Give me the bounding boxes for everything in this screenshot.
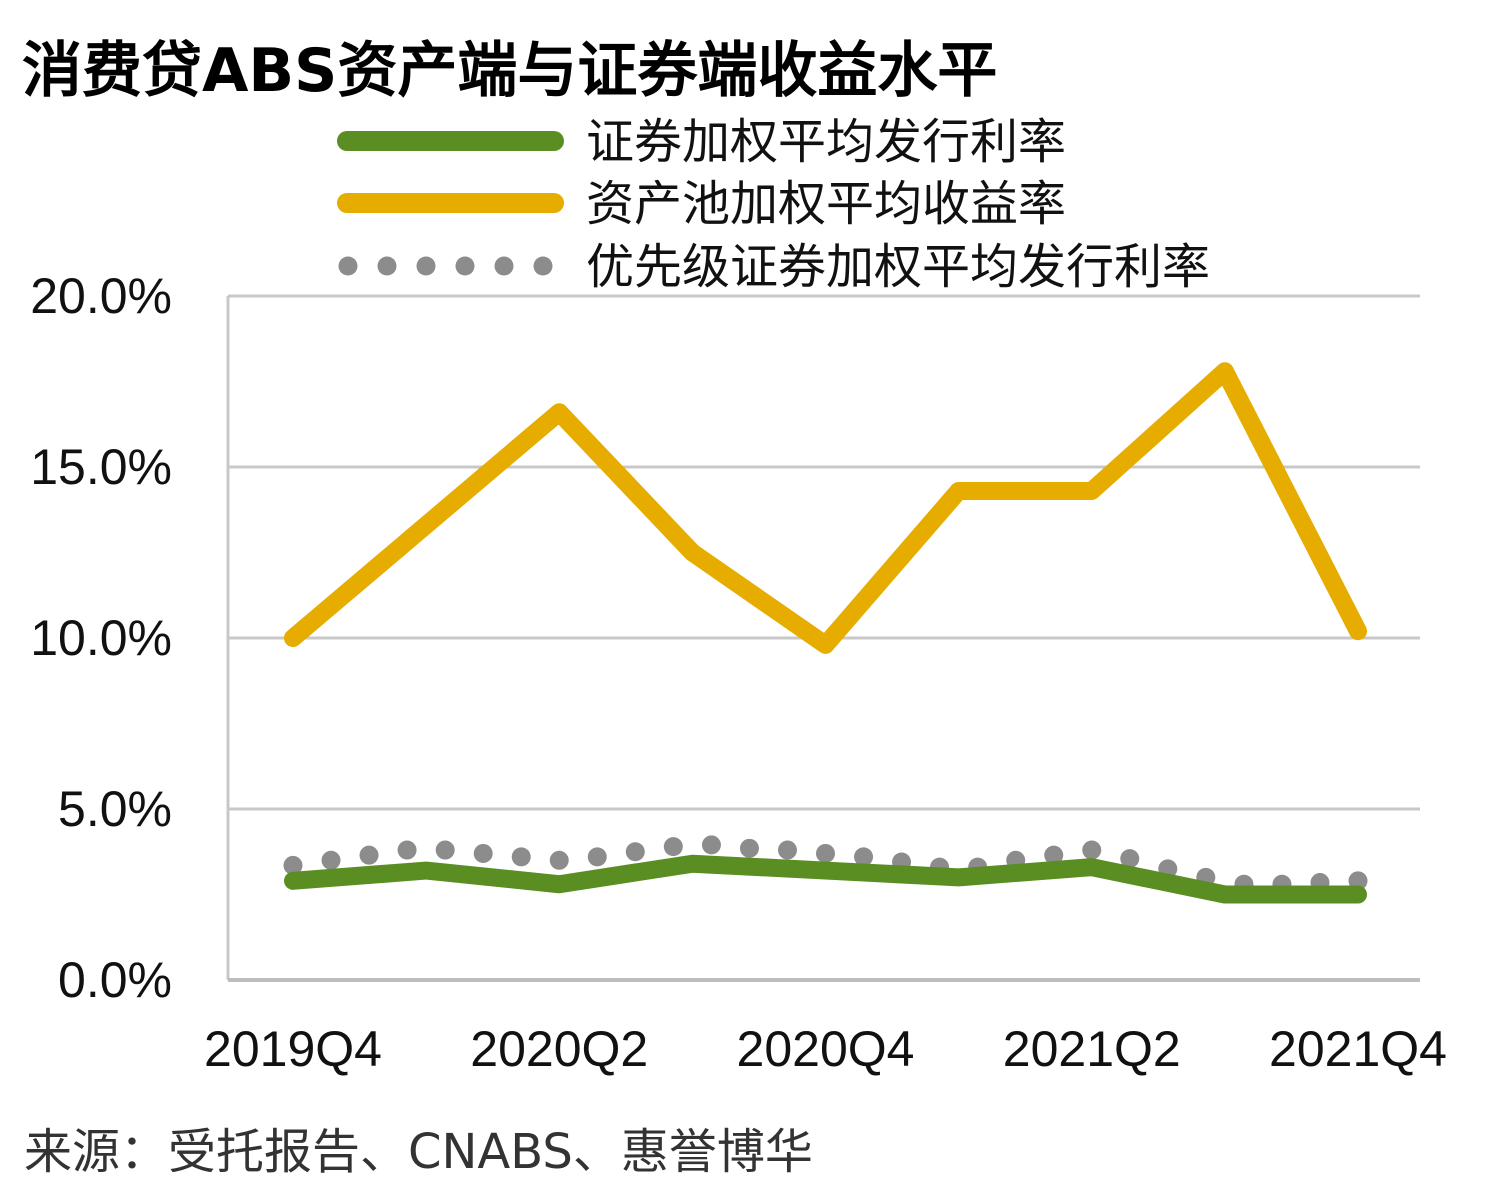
data-point bbox=[283, 855, 303, 875]
chart-title: 消费贷ABS资产端与证券端收益水平 bbox=[22, 36, 998, 106]
x-tick-label: 2019Q4 bbox=[204, 1021, 382, 1077]
y-tick-label: 20.0% bbox=[30, 268, 172, 324]
series-line bbox=[284, 362, 1367, 654]
y-tick-label: 15.0% bbox=[30, 439, 172, 495]
y-tick-label: 10.0% bbox=[30, 610, 172, 666]
data-point bbox=[854, 847, 874, 867]
x-tick-label: 2021Q4 bbox=[1269, 1021, 1447, 1077]
data-point bbox=[359, 845, 379, 865]
data-point bbox=[549, 850, 569, 870]
data-point bbox=[511, 847, 531, 867]
y-tick-label: 0.0% bbox=[58, 952, 172, 1008]
data-point bbox=[435, 840, 455, 860]
data-point bbox=[663, 837, 683, 857]
legend-swatch-dot bbox=[416, 256, 436, 276]
legend-label: 优先级证券加权平均发行利率 bbox=[586, 239, 1210, 295]
axes bbox=[226, 296, 1420, 982]
legend-label: 资产池加权平均收益率 bbox=[586, 176, 1066, 232]
x-tick-label: 2021Q2 bbox=[1003, 1021, 1181, 1077]
x-tick-label: 2020Q4 bbox=[737, 1021, 915, 1077]
y-tick-label: 5.0% bbox=[58, 781, 172, 837]
legend-label: 证券加权平均发行利率 bbox=[586, 114, 1066, 170]
legend-swatch-dot bbox=[338, 256, 358, 276]
data-point bbox=[1082, 840, 1102, 860]
data-point bbox=[1120, 849, 1140, 869]
data-point bbox=[625, 842, 645, 862]
source-note: 来源：受托报告、CNABS、惠誉博华 bbox=[24, 1124, 813, 1180]
data-point bbox=[739, 838, 759, 858]
tick-labels: 0.0% 5.0% 10.0% 15.0% 20.0% 2019Q4 2020Q2 2020Q… bbox=[30, 268, 1447, 1077]
data-point bbox=[587, 847, 607, 867]
series-line bbox=[284, 854, 1367, 904]
legend-swatch-dot bbox=[533, 256, 553, 276]
data-point bbox=[1044, 845, 1064, 865]
data-point bbox=[321, 850, 341, 870]
legend-swatch-dot bbox=[494, 256, 514, 276]
x-tick-label: 2020Q2 bbox=[470, 1021, 648, 1077]
data-point bbox=[777, 840, 797, 860]
legend-swatch-dot bbox=[455, 256, 475, 276]
series-layer bbox=[283, 362, 1368, 904]
data-point bbox=[473, 843, 493, 863]
data-point bbox=[397, 840, 417, 860]
legend-swatch-dot bbox=[377, 256, 397, 276]
data-point bbox=[816, 843, 835, 863]
data-point bbox=[701, 835, 721, 855]
